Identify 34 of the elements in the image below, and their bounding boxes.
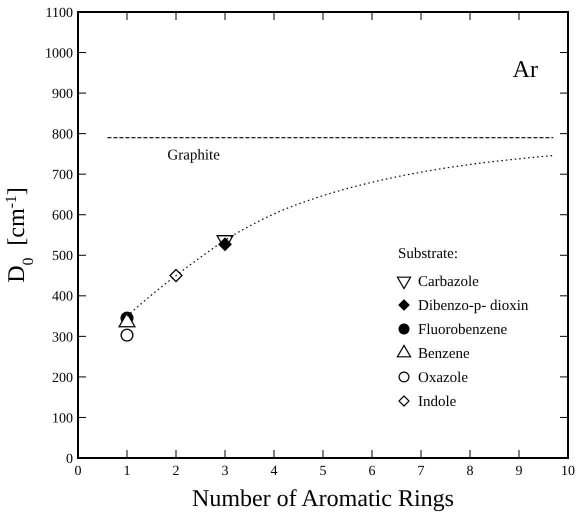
y-tick-label: 400 [52, 290, 73, 305]
legend-label: Fluorobenzene [418, 322, 508, 338]
x-tick-label: 2 [172, 464, 180, 479]
y-tick-label: 0 [66, 452, 73, 467]
point [120, 328, 134, 342]
y-tick-label: 200 [52, 370, 73, 386]
y-tick-label: 800 [52, 128, 73, 143]
x-tick-label: 10 [561, 464, 575, 479]
x-tick-label: 3 [222, 464, 228, 479]
legend-label: Carbazole [418, 274, 480, 290]
y-tick-label: 300 [52, 330, 73, 346]
y-tick-label: 900 [52, 86, 73, 102]
legend-label: Dibenzo-p- dioxin [418, 298, 529, 314]
x-tick-label: 9 [516, 464, 522, 479]
legend-title: Substrate: [398, 246, 458, 262]
y-tick-label: 100 [52, 411, 73, 426]
legend-label: Indole [418, 394, 457, 410]
y-tick-label: 1100 [46, 6, 73, 21]
x-axis-title: Number of Aromatic Rings [192, 486, 454, 512]
y-tick-label: 600 [52, 208, 73, 224]
y-tick-label: 500 [52, 249, 73, 264]
point [169, 268, 183, 282]
x-tick-label: 1 [124, 464, 130, 479]
annotation: Ar [512, 57, 538, 83]
x-tick-label: 5 [320, 464, 326, 479]
y-tick-label: 1000 [45, 46, 73, 62]
legend-label: Benzene [418, 346, 470, 362]
x-tick-label: 7 [418, 464, 424, 479]
x-tick-label: 4 [270, 464, 278, 479]
series-label: Graphite [167, 148, 220, 164]
x-tick-label: 6 [368, 464, 376, 479]
y-tick-label: 700 [52, 168, 73, 184]
x-tick-label: 8 [466, 464, 474, 479]
legend-label: Oxazole [418, 370, 468, 386]
